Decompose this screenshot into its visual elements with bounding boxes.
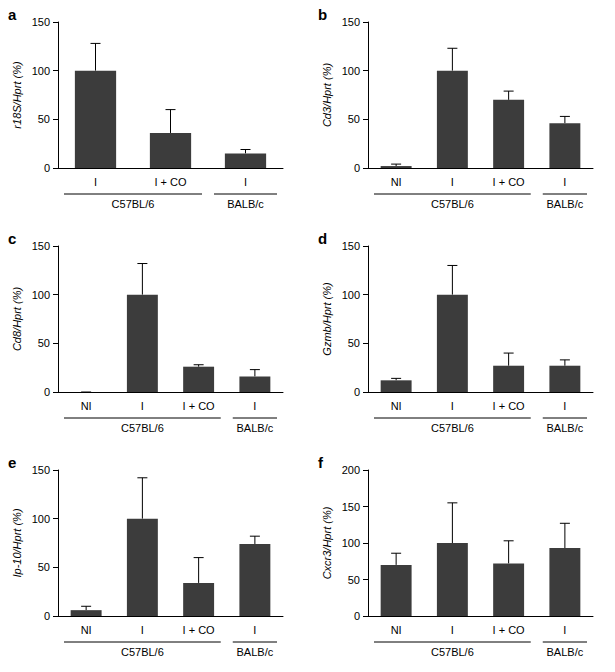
svg-text:I + CO: I + CO <box>493 624 526 636</box>
svg-text:C57BL/6: C57BL/6 <box>121 422 164 434</box>
svg-text:0: 0 <box>44 162 50 174</box>
svg-text:150: 150 <box>342 501 360 513</box>
svg-text:I: I <box>451 176 454 188</box>
svg-text:a: a <box>8 6 17 23</box>
svg-text:150: 150 <box>342 16 360 28</box>
svg-text:Cd8/Hprt (%): Cd8/Hprt (%) <box>11 287 23 352</box>
svg-text:50: 50 <box>38 337 50 349</box>
svg-text:50: 50 <box>348 337 360 349</box>
svg-text:100: 100 <box>32 289 50 301</box>
svg-text:150: 150 <box>342 240 360 252</box>
svg-text:I + CO: I + CO <box>493 176 526 188</box>
svg-text:I + CO: I + CO <box>183 624 216 636</box>
svg-text:100: 100 <box>342 289 360 301</box>
svg-text:r18S/Hprt (%): r18S/Hprt (%) <box>11 61 23 129</box>
svg-text:0: 0 <box>354 610 360 622</box>
svg-text:I + CO: I + CO <box>183 400 216 412</box>
svg-text:50: 50 <box>348 113 360 125</box>
svg-text:C57BL/6: C57BL/6 <box>431 422 474 434</box>
svg-text:d: d <box>318 230 327 247</box>
svg-text:100: 100 <box>342 65 360 77</box>
svg-text:NI: NI <box>391 400 402 412</box>
svg-text:C57BL/6: C57BL/6 <box>431 198 474 210</box>
svg-text:NI: NI <box>81 400 92 412</box>
svg-text:100: 100 <box>342 537 360 549</box>
svg-text:Cd3/Hprt (%): Cd3/Hprt (%) <box>321 63 333 128</box>
svg-text:50: 50 <box>348 574 360 586</box>
svg-text:150: 150 <box>32 16 50 28</box>
svg-text:I: I <box>244 176 247 188</box>
svg-text:e: e <box>8 454 16 471</box>
svg-text:50: 50 <box>38 561 50 573</box>
svg-text:I + CO: I + CO <box>154 176 187 188</box>
svg-text:NI: NI <box>81 624 92 636</box>
svg-text:I: I <box>451 400 454 412</box>
svg-text:BALB/c: BALB/c <box>237 646 274 658</box>
svg-text:I: I <box>451 624 454 636</box>
svg-text:NI: NI <box>391 624 402 636</box>
svg-text:Ip-10/Hprt (%): Ip-10/Hprt (%) <box>11 508 23 577</box>
svg-text:I: I <box>253 624 256 636</box>
svg-text:I: I <box>253 400 256 412</box>
svg-text:Gzmb/Hprt (%): Gzmb/Hprt (%) <box>321 282 333 356</box>
svg-text:Cxcr3/Hprt (%): Cxcr3/Hprt (%) <box>321 506 333 579</box>
svg-text:100: 100 <box>32 65 50 77</box>
svg-text:0: 0 <box>354 386 360 398</box>
svg-text:I: I <box>563 624 566 636</box>
svg-text:BALB/c: BALB/c <box>547 198 584 210</box>
svg-text:C57BL/6: C57BL/6 <box>121 646 164 658</box>
svg-text:BALB/c: BALB/c <box>237 422 274 434</box>
svg-text:0: 0 <box>44 610 50 622</box>
svg-text:I: I <box>94 176 97 188</box>
svg-text:0: 0 <box>44 386 50 398</box>
svg-text:NI: NI <box>391 176 402 188</box>
svg-text:0: 0 <box>354 162 360 174</box>
svg-text:200: 200 <box>342 464 360 476</box>
svg-text:BALB/c: BALB/c <box>227 198 264 210</box>
svg-text:I: I <box>563 400 566 412</box>
svg-text:BALB/c: BALB/c <box>547 646 584 658</box>
svg-text:I: I <box>141 624 144 636</box>
svg-text:b: b <box>318 6 327 23</box>
svg-text:150: 150 <box>32 240 50 252</box>
svg-text:I: I <box>563 176 566 188</box>
svg-text:f: f <box>318 454 324 471</box>
svg-text:C57BL/6: C57BL/6 <box>431 646 474 658</box>
svg-text:100: 100 <box>32 513 50 525</box>
svg-text:C57BL/6: C57BL/6 <box>112 198 155 210</box>
svg-text:I + CO: I + CO <box>493 400 526 412</box>
svg-text:c: c <box>8 230 16 247</box>
svg-text:BALB/c: BALB/c <box>547 422 584 434</box>
svg-text:50: 50 <box>38 113 50 125</box>
svg-text:150: 150 <box>32 464 50 476</box>
svg-text:I: I <box>141 400 144 412</box>
